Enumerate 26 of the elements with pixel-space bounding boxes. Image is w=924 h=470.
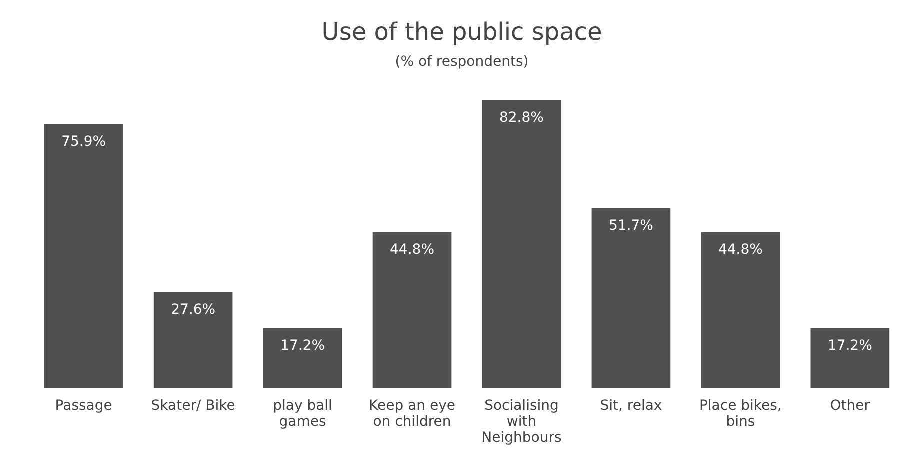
data-label: 82.8% <box>499 110 544 126</box>
bar <box>810 328 890 388</box>
bar <box>701 232 780 388</box>
x-tick-label: Passage <box>55 398 112 414</box>
chart-title: Use of the public space <box>322 18 602 46</box>
data-label: 17.2% <box>828 338 872 354</box>
data-label: 27.6% <box>171 302 216 318</box>
bar <box>592 208 671 388</box>
data-label: 44.8% <box>718 242 763 258</box>
data-label: 51.7% <box>608 218 654 234</box>
chart-subtitle: (% of respondents) <box>395 54 529 70</box>
x-tick-label: Place bikes, bins <box>699 398 782 430</box>
x-tick-label: Skater/ Bike <box>151 398 236 414</box>
data-label: 17.2% <box>280 338 326 354</box>
bar <box>154 292 233 388</box>
x-tick-label: Sit, relax <box>600 398 662 414</box>
bar <box>372 232 452 388</box>
bar <box>263 328 342 388</box>
data-label: 75.9% <box>62 134 106 150</box>
x-tick-label: Keep an eye on children <box>369 398 456 430</box>
x-tick-label: play ball games <box>273 398 332 430</box>
data-label: 44.8% <box>390 242 435 258</box>
x-tick-label: Socialising with Neighbours <box>482 398 562 446</box>
bar <box>482 100 562 388</box>
bar <box>44 124 124 388</box>
x-tick-label: Other <box>830 398 870 414</box>
